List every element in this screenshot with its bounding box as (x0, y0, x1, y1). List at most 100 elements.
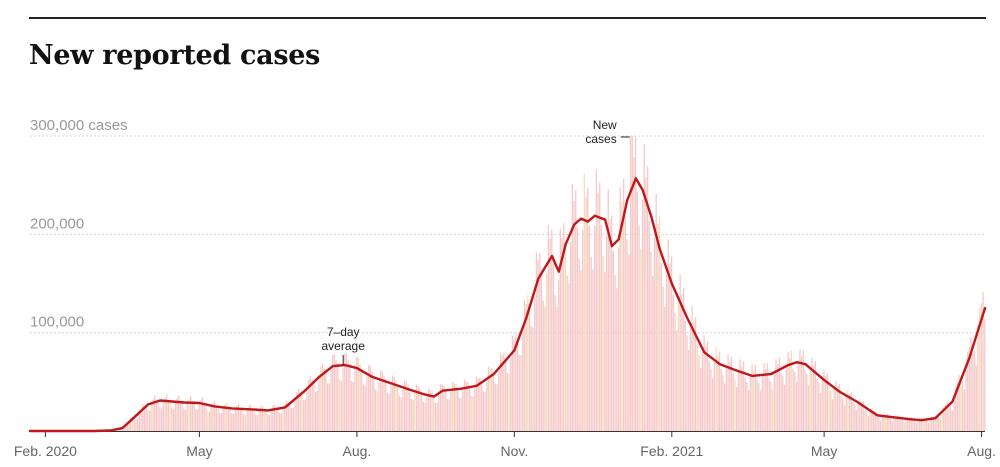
daily-case-bar (958, 374, 960, 431)
daily-case-bar (407, 384, 409, 431)
daily-case-bar (730, 356, 733, 431)
daily-case-bar (881, 415, 883, 431)
daily-case-bar (166, 393, 168, 431)
daily-case-bar (747, 390, 750, 431)
daily-case-bar (479, 377, 481, 431)
daily-case-bar (368, 364, 370, 431)
daily-case-bar (713, 362, 716, 431)
daily-case-bar (686, 335, 688, 431)
daily-case-bar (455, 384, 457, 431)
daily-case-bar (693, 321, 695, 431)
daily-case-bar (128, 420, 130, 431)
daily-case-bar (311, 379, 313, 431)
daily-case-bar (285, 400, 288, 431)
daily-case-bar (691, 306, 693, 431)
daily-case-bar (961, 380, 964, 431)
daily-case-bar (575, 190, 577, 431)
average-line (28, 177, 987, 433)
daily-case-bar (977, 325, 979, 431)
daily-case-bar (364, 386, 366, 431)
daily-case-bar (482, 391, 484, 431)
daily-case-bar (198, 402, 200, 431)
daily-case-bar (648, 221, 651, 431)
daily-case-bar (121, 427, 123, 431)
daily-case-bar (511, 335, 514, 431)
daily-case-bar (970, 337, 972, 431)
daily-case-bar (450, 391, 452, 431)
daily-case-bar (458, 397, 461, 431)
daily-case-bar (814, 361, 817, 431)
daily-case-bar (605, 235, 608, 431)
daily-case-bar (243, 413, 245, 431)
daily-case-bar (967, 351, 969, 431)
daily-case-bar (296, 392, 298, 431)
daily-case-bar (525, 303, 527, 431)
daily-case-bar (756, 379, 758, 431)
daily-case-bar (867, 415, 870, 431)
daily-case-bar (357, 358, 360, 431)
daily-case-bar (366, 376, 368, 431)
daily-case-bar (943, 406, 945, 431)
daily-case-bar (580, 270, 582, 431)
daily-case-bar (549, 238, 551, 431)
daily-case-bar (658, 216, 661, 431)
daily-case-bar (891, 421, 894, 431)
x-axis (30, 431, 985, 437)
daily-case-bar (280, 413, 283, 431)
daily-case-bar (480, 382, 483, 431)
daily-case-bar (224, 404, 226, 431)
daily-case-bar (655, 193, 657, 431)
daily-case-bar (380, 370, 382, 431)
y-tick-label: 100,000 (30, 314, 84, 331)
daily-case-bar (785, 366, 787, 431)
daily-case-bar (907, 417, 909, 431)
daily-case-bar (162, 400, 164, 431)
daily-case-bar (927, 422, 929, 431)
daily-case-bar (496, 384, 498, 431)
daily-case-bar (795, 381, 798, 431)
daily-case-bar (937, 416, 940, 431)
daily-case-bar (778, 357, 781, 431)
daily-case-bar (932, 416, 935, 431)
daily-case-bar (931, 416, 933, 431)
daily-case-bar (869, 410, 871, 431)
daily-case-bar (123, 427, 125, 431)
daily-case-bar (371, 371, 373, 431)
daily-case-bar (973, 350, 976, 431)
daily-case-bar (739, 359, 741, 431)
daily-case-bar (665, 274, 668, 431)
daily-case-bar (623, 178, 625, 431)
daily-case-bar (516, 341, 519, 431)
daily-case-bar (982, 292, 984, 431)
daily-case-bar (332, 355, 334, 431)
daily-case-bar (734, 378, 736, 431)
daily-case-bar (676, 330, 678, 431)
daily-case-bar (409, 388, 411, 431)
daily-case-bar (703, 335, 705, 431)
daily-case-bar (465, 381, 467, 431)
daily-case-bar (790, 350, 793, 431)
daily-case-bar (556, 306, 558, 431)
daily-case-bar (737, 372, 739, 431)
daily-case-bar (445, 389, 447, 431)
daily-case-bar (501, 355, 503, 431)
daily-case-bar (433, 396, 435, 431)
daily-case-bar (578, 258, 580, 431)
daily-case-bar (635, 136, 637, 431)
daily-case-bar (219, 412, 221, 431)
x-tick-label: Feb. 2021 (640, 443, 703, 459)
daily-case-bar (499, 352, 502, 431)
daily-case-bar (571, 184, 573, 431)
daily-case-bar (453, 383, 455, 431)
daily-case-bar (140, 408, 142, 431)
daily-case-bar (258, 410, 260, 431)
daily-case-bar (345, 353, 348, 431)
daily-case-bar (434, 402, 437, 431)
daily-case-bar (256, 414, 259, 431)
daily-case-bar (955, 386, 957, 431)
daily-case-bar (929, 418, 931, 431)
daily-case-bar (963, 389, 965, 431)
daily-case-bar (636, 191, 639, 431)
daily-case-bar (600, 224, 603, 431)
daily-case-bar (535, 252, 538, 431)
